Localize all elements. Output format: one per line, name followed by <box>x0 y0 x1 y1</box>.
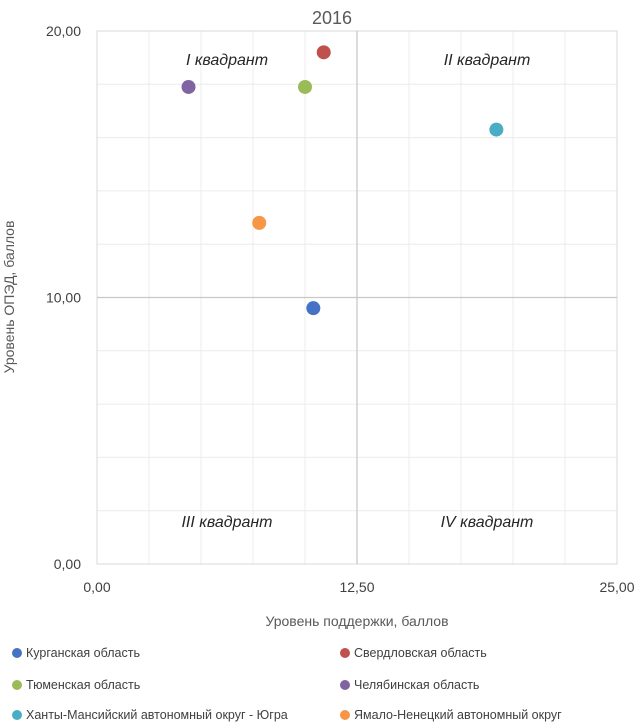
quadrant-label: II квадрант <box>444 52 531 69</box>
quadrant-label: I квадрант <box>186 52 268 69</box>
chart-title: 2016 <box>312 8 352 28</box>
legend-label: Ханты-Мансийский автономный округ - Югра <box>26 708 288 722</box>
x-axis-label: Уровень поддержки, баллов <box>265 613 448 629</box>
chart-canvas: 2016 I квадрант II квадрант III квадрант IV… <box>1 8 635 629</box>
legend-item: Ямало-Ненецкий автономный округ <box>340 708 562 722</box>
grid <box>96 30 618 565</box>
legend-label: Тюменская область <box>26 678 141 692</box>
x-tick-label: 0,00 <box>83 579 110 595</box>
quadrant-label: III квадрант <box>181 514 272 531</box>
legend-label: Курганская область <box>26 646 140 660</box>
legend-label: Ямало-Ненецкий автономный округ <box>354 708 562 722</box>
legend-item: Челябинская область <box>340 678 479 692</box>
legend-item: Курганская область <box>12 646 140 660</box>
data-point <box>316 45 331 60</box>
data-point <box>181 79 196 94</box>
y-tick-label: 20,00 <box>46 23 81 39</box>
legend-marker <box>340 680 350 690</box>
legend-label: Челябинская область <box>354 678 480 692</box>
legend-marker <box>12 710 22 720</box>
data-point <box>489 122 504 137</box>
legend-marker <box>340 710 350 720</box>
y-tick-label: 10,00 <box>46 290 81 306</box>
quadrant-label: IV квадрант <box>441 514 534 531</box>
legend-item: Свердловская область <box>340 646 487 660</box>
data-point <box>298 79 312 94</box>
legend-marker <box>340 648 350 658</box>
legend-marker <box>12 648 22 658</box>
data-point <box>306 301 321 316</box>
data-points <box>181 45 504 316</box>
y-axis-label: Уровень ОПЭД, баллов <box>1 221 17 374</box>
legend-item: Ханты-Мансийский автономный округ - Югра <box>12 708 288 722</box>
quadrant-labels: I квадрант II квадрант III квадрант IV квад… <box>181 52 533 531</box>
axis-ticks: 0,00 12,50 25,00 0,00 10,00 20,00 <box>46 23 635 595</box>
x-tick-label: 25,00 <box>599 579 634 595</box>
legend-label: Свердловская область <box>354 646 487 660</box>
x-tick-label: 12,50 <box>339 579 374 595</box>
data-point <box>252 215 267 230</box>
legend-marker <box>12 680 22 690</box>
y-tick-label: 0,00 <box>54 556 81 572</box>
legend-item: Тюменская область <box>12 678 140 692</box>
